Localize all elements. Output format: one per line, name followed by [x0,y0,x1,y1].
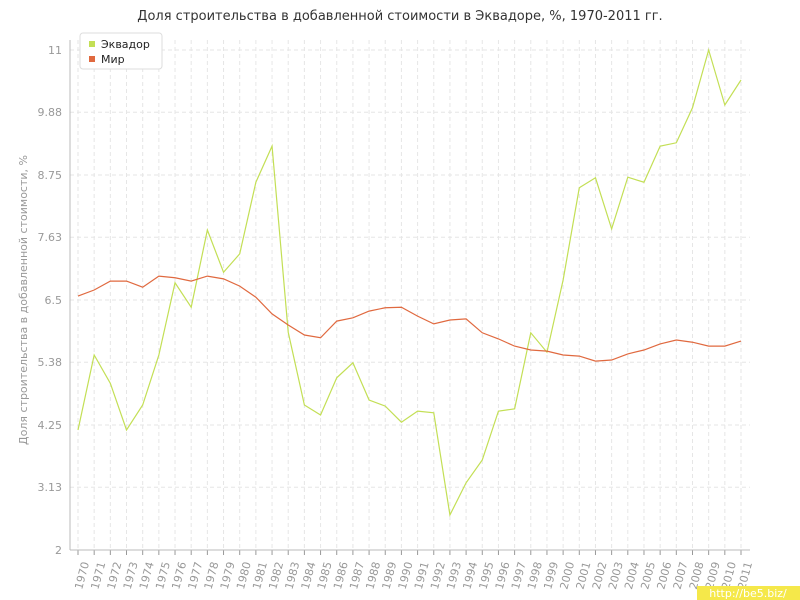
watermark-box [697,586,800,600]
line-series [77,275,742,362]
line-series [77,47,742,517]
chart-title: Доля строительства в добавленной стоимос… [137,9,662,24]
y-tick-label: 4.25 [38,419,63,432]
y-tick-label: 11 [48,44,62,57]
y-tick-label: 2 [55,544,62,557]
legend-label: Мир [101,53,125,66]
watermark: http://be5.biz/ [709,587,787,600]
y-tick-label: 6.5 [45,294,63,307]
legend-swatch [89,41,95,47]
legend-swatch [89,56,95,62]
legend-label: Эквадор [101,38,150,51]
y-tick-label: 7.63 [38,231,63,244]
legend: Эквадор Мир [79,32,163,70]
y-tick-label: 5.38 [38,356,63,369]
y-tick-label: 8.75 [38,169,63,182]
y-axis-label: Доля строительства в добавленной стоимос… [17,155,30,445]
y-tick-label: 3.13 [38,481,63,494]
legend-box [79,32,163,70]
y-tick-label: 9.88 [38,106,63,119]
